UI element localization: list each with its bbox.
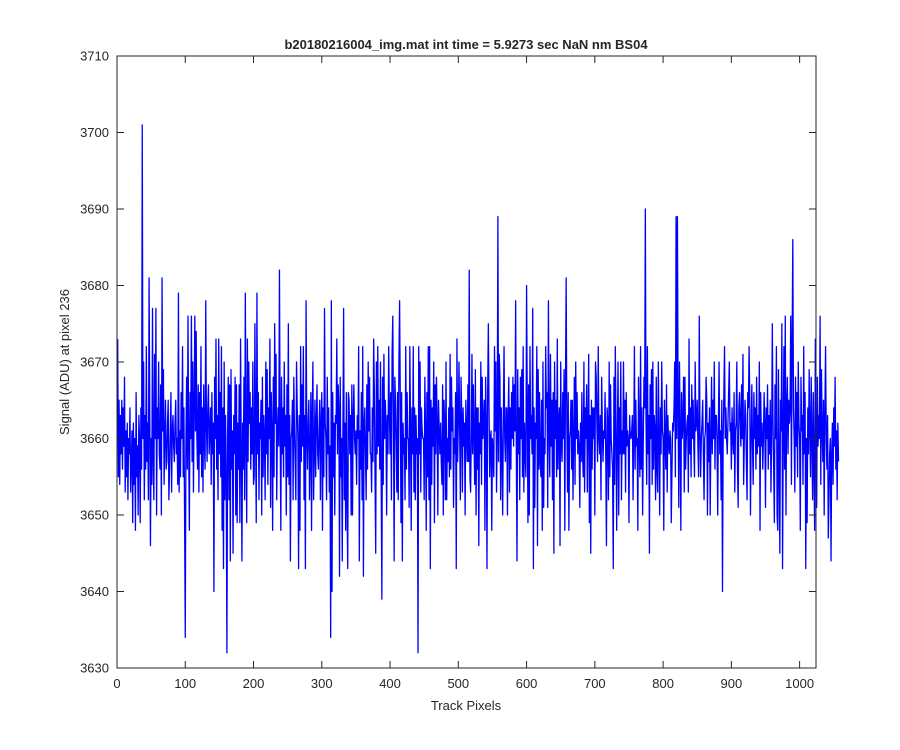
x-tick-label: 0 <box>113 676 120 691</box>
x-tick-label: 400 <box>379 676 401 691</box>
x-axis-label: Track Pixels <box>431 698 502 713</box>
y-tick-label: 3710 <box>80 49 109 64</box>
y-tick-label: 3690 <box>80 202 109 217</box>
y-tick-label: 3630 <box>80 661 109 676</box>
x-tick-label: 1000 <box>785 676 814 691</box>
x-tick-label: 500 <box>447 676 469 691</box>
y-axis: 3630 3640 3650 3660 3670 3680 3690 3700 3710 <box>80 49 816 676</box>
y-axis-label: Signal (ADU) at pixel 236 <box>57 289 72 435</box>
y-tick-label: 3700 <box>80 125 109 140</box>
x-tick-label: 300 <box>311 676 333 691</box>
series-line-1 <box>117 124 840 654</box>
x-tick-label: 700 <box>584 676 606 691</box>
x-tick-label: 900 <box>721 676 743 691</box>
x-tick-label: 200 <box>243 676 265 691</box>
chart-title: b20180216004_img.mat int time = 5.9273 s… <box>284 37 648 52</box>
x-tick-label: 100 <box>174 676 196 691</box>
y-tick-label: 3660 <box>80 431 109 446</box>
x-tick-label: 600 <box>516 676 538 691</box>
y-tick-label: 3640 <box>80 584 109 599</box>
y-tick-label: 3670 <box>80 355 109 370</box>
y-tick-label: 3680 <box>80 278 109 293</box>
x-tick-label: 800 <box>652 676 674 691</box>
series-layer <box>117 124 840 654</box>
y-tick-label: 3650 <box>80 508 109 523</box>
x-axis: 0 100 200 300 400 500 600 700 800 900 1000 <box>113 56 814 691</box>
